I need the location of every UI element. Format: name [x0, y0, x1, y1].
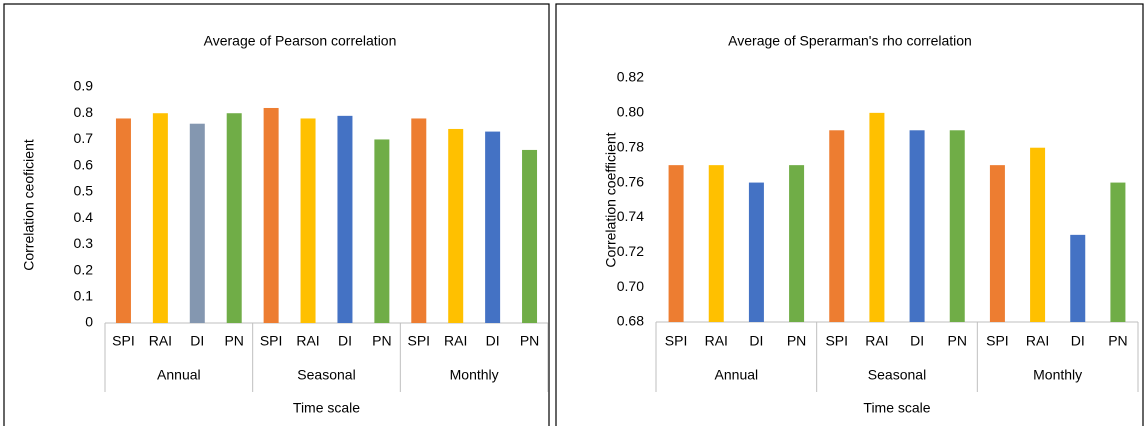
x-tick-label: DI [1071, 333, 1085, 349]
group-label: Seasonal [297, 367, 355, 383]
y-tick-label: 0.1 [74, 287, 94, 303]
chart-title: Average of Sperarman's rho correlation [728, 33, 972, 49]
y-tick-label: 0.70 [617, 278, 644, 294]
y-tick-label: 0.78 [617, 138, 644, 154]
panel-frame [3, 3, 550, 426]
x-tick-label: RAI [865, 333, 888, 349]
x-axis-title: Time scale [863, 400, 930, 416]
x-tick-label: RAI [1026, 333, 1049, 349]
y-tick-label: 0.76 [617, 173, 644, 189]
bar [668, 165, 684, 322]
y-tick-label: 0.8 [74, 104, 94, 120]
y-axis-title: Correlation coefficient [603, 132, 619, 267]
y-tick-label: 0.6 [74, 156, 94, 172]
x-tick-label: PN [372, 333, 391, 349]
bar [909, 130, 925, 322]
y-tick-label: 0.7 [74, 130, 94, 146]
bar [829, 130, 845, 322]
group-label: Monthly [1033, 367, 1082, 383]
x-tick-label: PN [1108, 333, 1127, 349]
x-tick-label: SPI [112, 333, 135, 349]
x-tick-label: DI [190, 333, 204, 349]
bar [374, 139, 390, 323]
bar [337, 115, 353, 323]
x-tick-label: PN [520, 333, 539, 349]
y-axis-title: Correlation ceoficient [21, 139, 37, 271]
x-tick-label: SPI [825, 333, 848, 349]
y-tick-label: 0.2 [74, 261, 94, 277]
y-tick-label: 0.74 [617, 208, 644, 224]
y-tick-label: 0.9 [74, 78, 94, 94]
bar [189, 123, 205, 323]
x-tick-label: RAI [296, 333, 319, 349]
y-tick-label: 0.5 [74, 183, 94, 199]
x-axis-title: Time scale [293, 400, 360, 416]
bar [1110, 182, 1126, 322]
bar [869, 112, 885, 322]
bar [949, 130, 965, 322]
y-tick-label: 0.82 [617, 69, 644, 85]
x-tick-label: DI [910, 333, 924, 349]
x-tick-label: SPI [665, 333, 688, 349]
bar [1070, 234, 1086, 322]
bar [748, 182, 764, 322]
bar [300, 118, 316, 323]
bar [708, 165, 724, 322]
y-tick-label: 0.80 [617, 104, 644, 120]
y-tick-label: 0.4 [74, 209, 94, 225]
y-tick-label: 0.68 [617, 313, 644, 329]
group-label: Monthly [450, 367, 499, 383]
x-tick-label: SPI [986, 333, 1009, 349]
x-tick-label: DI [749, 333, 763, 349]
x-tick-label: DI [338, 333, 352, 349]
panel-frame [555, 3, 1144, 426]
chart-title: Average of Pearson correlation [204, 33, 397, 49]
x-tick-label: PN [948, 333, 967, 349]
bar [1030, 147, 1046, 322]
bar [448, 128, 464, 323]
group-label: Annual [715, 367, 759, 383]
x-tick-label: RAI [444, 333, 467, 349]
bar [789, 165, 805, 322]
group-label: Seasonal [868, 367, 926, 383]
group-label: Annual [157, 367, 201, 383]
x-tick-label: RAI [149, 333, 172, 349]
y-tick-label: 0.3 [74, 235, 94, 251]
x-tick-label: SPI [408, 333, 431, 349]
bar [522, 149, 538, 323]
x-tick-label: PN [224, 333, 243, 349]
bar [411, 118, 427, 323]
bar [989, 165, 1005, 322]
bar [152, 113, 168, 323]
y-tick-label: 0.72 [617, 243, 644, 259]
y-tick-label: 0 [85, 314, 93, 330]
bar [263, 107, 279, 323]
x-tick-label: PN [787, 333, 806, 349]
bar [226, 113, 242, 323]
bar [485, 131, 501, 323]
bar [115, 118, 131, 323]
x-tick-label: SPI [260, 333, 283, 349]
x-tick-label: DI [486, 333, 500, 349]
x-tick-label: RAI [705, 333, 728, 349]
